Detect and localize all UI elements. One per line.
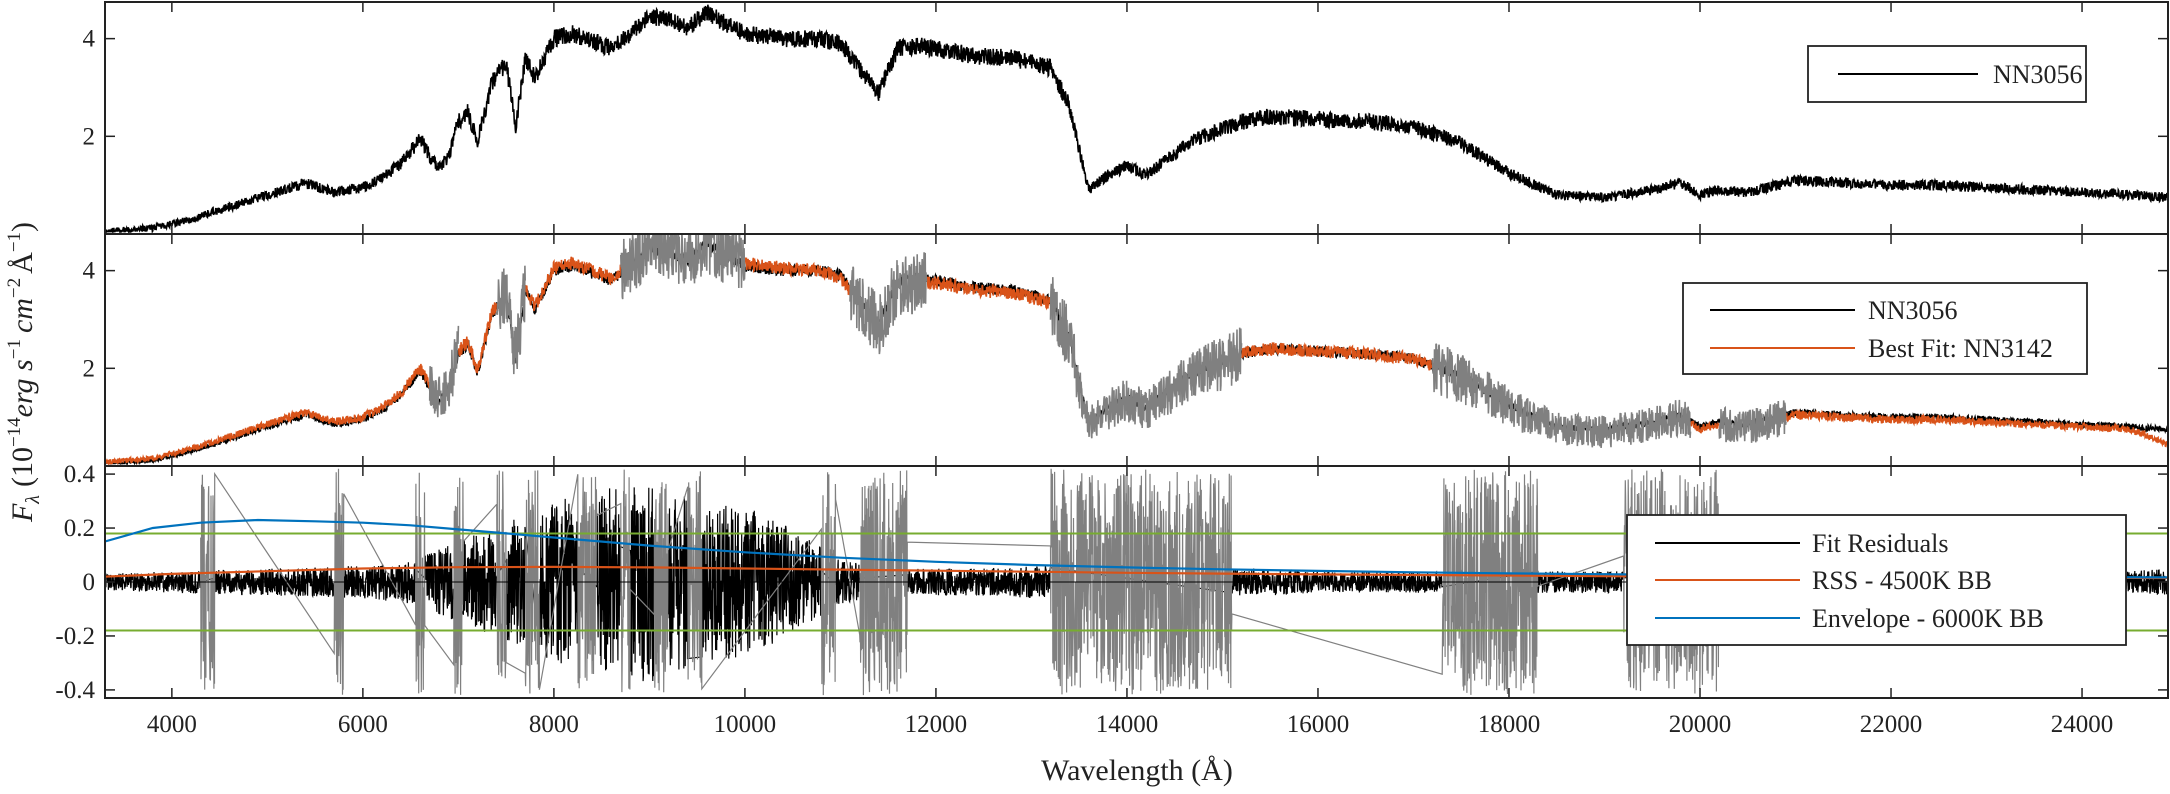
x-tick-label: 12000 xyxy=(905,711,968,738)
x-tick-label: 22000 xyxy=(1860,711,1923,738)
panel-top-frame xyxy=(104,1,2169,235)
y-tick-label: 2 xyxy=(83,355,96,382)
series-masked-region-line xyxy=(428,234,1787,449)
x-tick-label: 4000 xyxy=(147,711,197,738)
series-best-fit-line xyxy=(105,256,2168,466)
legend-top: NN3056 xyxy=(1807,45,2087,103)
x-tick-label: 14000 xyxy=(1096,711,1159,738)
series-residuals-masked-line xyxy=(200,468,1720,696)
legend-bottom: Fit Residuals RSS - 4500K BB Envelope - … xyxy=(1626,514,2127,646)
legend-top-label-spectrum: NN3056 xyxy=(1993,60,2083,89)
x-tick-label: 16000 xyxy=(1287,711,1350,738)
legend-bottom-label-envelope: Envelope - 6000K BB xyxy=(1812,604,2044,633)
y-tick-label: 2 xyxy=(83,123,96,150)
legend-bottom-label-residuals: Fit Residuals xyxy=(1812,529,1949,558)
legend-middle-label-bestfit: Best Fit: NN3142 xyxy=(1868,334,2053,363)
panel-bottom: -0.4 -0.2 0 0.2 0.4 4000 6000 8000 10000 12000 140… xyxy=(55,461,2169,738)
y-axis-title: Fλ(10−14erg s−1cm−2Å−1) xyxy=(4,222,44,523)
y-tick-label: -0.4 xyxy=(55,677,95,704)
y-tick-label: 0 xyxy=(83,569,96,596)
x-tick-label: 18000 xyxy=(1478,711,1541,738)
y-tick-label: 0.4 xyxy=(64,461,96,488)
x-axis-title: Wavelength (Å) xyxy=(1041,754,1233,787)
legend-middle: NN3056 Best Fit: NN3142 xyxy=(1682,282,2088,375)
y-tick-label: 4 xyxy=(83,258,96,285)
x-tick-label: 8000 xyxy=(529,711,579,738)
x-tick-label: 6000 xyxy=(338,711,388,738)
series-nn3056-line xyxy=(105,4,2168,234)
y-tick-label: 0.2 xyxy=(64,515,95,542)
y-tick-label: 4 xyxy=(83,26,96,53)
panel-top: 2 4 NN3056 xyxy=(83,1,2169,235)
legend-bottom-label-rss: RSS - 4500K BB xyxy=(1812,566,1992,595)
x-tick-label: 10000 xyxy=(714,711,777,738)
legend-middle-label-spectrum: NN3056 xyxy=(1868,296,1958,325)
x-tick-label: 20000 xyxy=(1669,711,1732,738)
y-tick-label: -0.2 xyxy=(55,623,95,650)
panel-middle: 2 4 NN3056 Best Fit: NN3142 xyxy=(83,233,2169,467)
legend-middle-box xyxy=(1682,282,2088,375)
x-tick-label: 24000 xyxy=(2051,711,2114,738)
